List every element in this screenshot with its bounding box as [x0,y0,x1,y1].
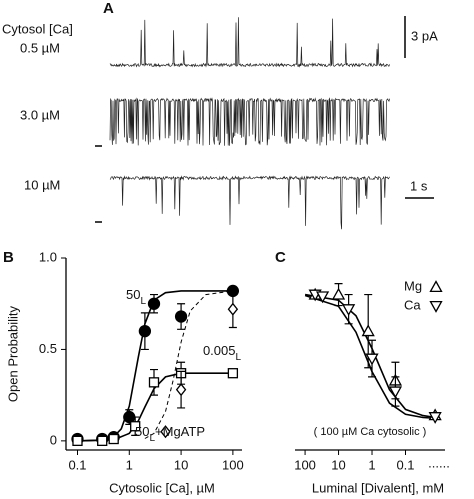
annotation: 50L+MgATP [135,424,205,443]
fit-curve [304,293,440,419]
marker [175,383,187,397]
legend-marker [429,300,443,313]
current-trace [109,17,390,68]
marker [365,353,379,366]
legend-label: Mg [404,278,422,293]
marker [160,425,171,439]
marker [388,386,403,399]
chart-panel: B 0.1 1 10 100 0 0.5 1.0 Cytosolic [Ca], µM Open … [3,249,244,495]
legend-marker [429,280,443,293]
trace-label: 10 µM [24,177,60,192]
trace-header: Cytosol [Ca] [2,21,73,36]
annotation-subscript: L [149,433,155,444]
x-tick-label: 100 [222,457,244,472]
time-scale-label: 1 s [410,178,428,193]
x-tick-label: 10 [174,457,188,472]
y-tick-label: 0 [50,432,57,447]
marker [331,287,346,300]
marker [227,368,239,379]
current-scale-label: 3 pA [411,28,438,43]
marker [97,435,108,447]
current-trace [109,97,390,146]
fit-curve [304,294,440,420]
y-tick-label: 0.5 [39,341,57,356]
marker [72,435,83,447]
annotation-subscript: L [140,296,146,307]
x-tick-label: 0.1 [68,457,86,472]
x-tick-label: 0.1 [396,457,414,472]
marker [130,421,141,432]
fit-curve [144,290,233,439]
marker [148,377,160,388]
panel-label: B [3,249,14,266]
trace-label: 0.5 µM [20,40,60,55]
y-axis-label: Open Probability [5,305,20,402]
annotation-subscript: L [235,352,241,363]
marker [108,433,119,445]
note: ( 100 µM Ca cytosolic ) [314,426,427,438]
x-tick-label: 100 [294,457,316,472]
y-tick-label: 1.0 [39,249,57,264]
marker [342,304,356,317]
annotation-text: 50 [126,287,140,302]
marker [361,324,375,337]
chart-panel: C 100 10 1 0.1 Luminal [Divalent], mM ( 100 µM… [275,249,450,495]
x-tick-label: 1 [368,457,375,472]
marker [315,291,330,304]
annotation-suffix: +MgATP [155,424,205,439]
annotation: 50L [126,287,146,306]
axis-end-label: ...... [428,455,450,470]
x-tick-label: 10 [331,457,345,472]
marker [138,324,152,338]
panel-label: A [103,0,114,17]
trace-label: 3.0 µM [20,107,60,122]
annotation-text: 0.005 [203,343,236,358]
marker [428,412,442,424]
x-axis-label: Cytosolic [Ca], µM [109,480,215,495]
marker [227,302,239,316]
marker [174,310,188,323]
annotation-text: 50 [135,424,149,439]
x-tick-label: 1 [126,457,133,472]
legend-label: Ca [404,297,421,312]
annotation: 0.005L [203,343,242,362]
marker [147,297,161,310]
x-axis-label: Luminal [Divalent], mM [312,480,444,495]
current-trace [109,175,390,230]
panel-label: C [275,249,286,266]
